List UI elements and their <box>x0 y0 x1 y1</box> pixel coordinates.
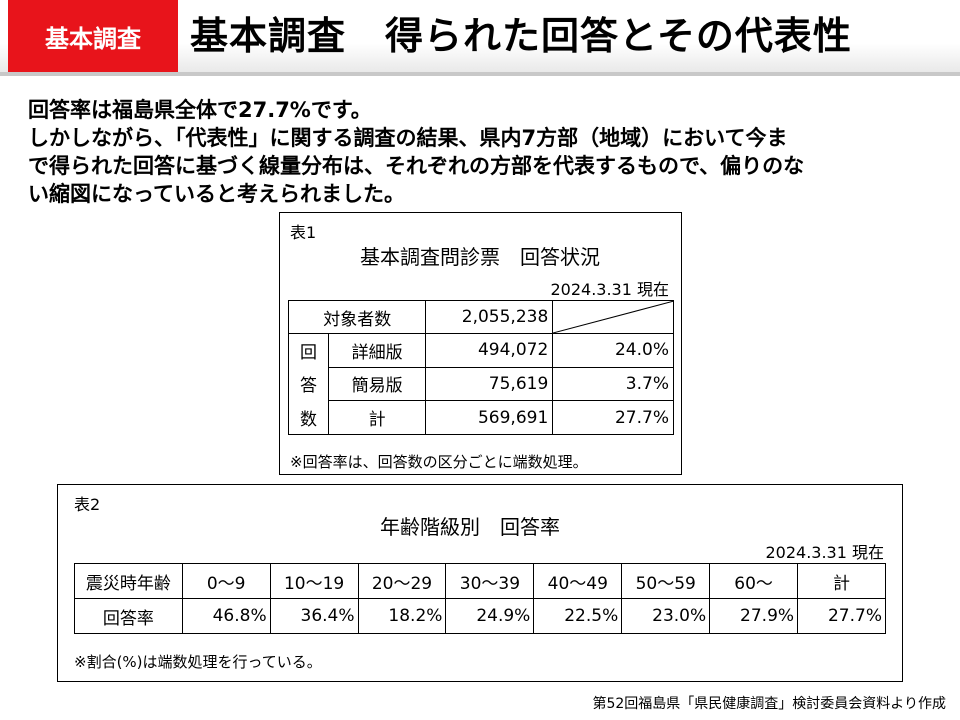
target-value: 2,055,238 <box>425 300 554 334</box>
row-rate: 3.7% <box>552 366 674 402</box>
age-cell: 0～9 <box>181 563 271 599</box>
table2-date: 2024.3.31 現在 <box>765 543 884 562</box>
table-row: 回 答 数 詳細版 494,072 24.0% <box>288 333 674 435</box>
intro-line: い縮図になっていると考えられました。 <box>28 182 405 206</box>
intro-line: しかしながら、「代表性」に関する調査の結果、県内7方部（地域）において今ま <box>28 126 788 150</box>
rate-cell: 27.7% <box>797 598 886 634</box>
row-rate: 27.7% <box>552 400 674 435</box>
rate-cell: 24.9% <box>445 598 535 634</box>
page-title: 基本調査 得られた回答とその代表性 <box>190 14 852 58</box>
row-label: 回答率 <box>74 598 183 634</box>
table-row: 回答率 46.8% 36.4% 18.2% 24.9% 22.5% 23.0% … <box>74 598 886 634</box>
table1: 対象者数 2,055,238 回 答 数 詳細版 494,072 24.0% 簡… <box>287 300 675 435</box>
group-char: 答 <box>299 376 317 397</box>
table2-note: ※割合(%)は端数処理を行っている。 <box>74 653 322 671</box>
table-row: 対象者数 2,055,238 <box>287 300 675 334</box>
table2-title: 年齢階級別 回答率 <box>380 515 560 539</box>
age-cell: 30～39 <box>445 563 535 599</box>
rate-cell: 23.0% <box>621 598 711 634</box>
row-rate: 24.0% <box>552 333 674 368</box>
header-bar: 基本調査 基本調査 得られた回答とその代表性 <box>0 0 960 76</box>
header-label: 震災時年齢 <box>74 563 183 599</box>
table1-box: 表1 基本調査問診票 回答状況 2024.3.31 現在 対象者数 2,055,… <box>279 212 682 475</box>
age-cell: 20～29 <box>357 563 447 599</box>
group-char: 回 <box>299 343 317 364</box>
table-row: 計 569,691 27.7% <box>289 400 674 435</box>
row-count: 75,619 <box>425 366 554 402</box>
section-tag: 基本調査 <box>8 0 178 72</box>
rate-cell: 36.4% <box>269 598 359 634</box>
rate-cell: 46.8% <box>181 598 271 634</box>
table1-note: ※回答率は、回答数の区分ごとに端数処理。 <box>290 453 588 471</box>
table2: 震災時年齢 0～9 10～19 20～29 30～39 40～49 50～59 … <box>74 563 886 634</box>
table1-date: 2024.3.31 現在 <box>550 280 669 299</box>
target-label: 対象者数 <box>287 300 427 334</box>
row-label: 計 <box>327 400 427 435</box>
age-cell: 10～19 <box>269 563 359 599</box>
row-label: 詳細版 <box>327 333 427 368</box>
rate-cell: 22.5% <box>533 598 623 634</box>
age-cell: 50～59 <box>621 563 711 599</box>
intro-line: で得られた回答に基づく線量分布は、それぞれの方部を代表するもので、偏りのな <box>28 154 805 178</box>
table1-label: 表1 <box>290 223 317 242</box>
row-label: 簡易版 <box>327 366 427 402</box>
rate-cell: 27.9% <box>709 598 799 634</box>
table2-box: 表2 年齢階級別 回答率 2024.3.31 現在 震災時年齢 0～9 10～1… <box>57 484 903 682</box>
source-footer: 第52回福島県「県民健康調査」検討委員会資料より作成 <box>592 696 946 712</box>
intro-line: 回答率は福島県全体で27.7%です。 <box>28 98 372 122</box>
intro-text: 回答率は福島県全体で27.7%です。 しかしながら、「代表性」に関する調査の結果… <box>28 96 948 208</box>
diagonal-line <box>553 301 675 333</box>
row-count: 494,072 <box>425 333 554 368</box>
table2-label: 表2 <box>74 495 101 514</box>
row-count: 569,691 <box>425 400 554 435</box>
table1-title: 基本調査問診票 回答状況 <box>360 245 600 269</box>
age-cell: 40～49 <box>533 563 623 599</box>
rate-cell: 18.2% <box>357 598 447 634</box>
age-cell: 60～ <box>709 563 799 599</box>
table-row: 簡易版 75,619 3.7% <box>289 366 674 402</box>
age-cell: 計 <box>797 563 886 599</box>
table-header-row: 震災時年齢 0～9 10～19 20～29 30～39 40～49 50～59 … <box>74 563 886 599</box>
group-label-cell: 回 答 数 <box>288 333 329 435</box>
group-char: 数 <box>299 409 317 430</box>
diagonal-cell <box>552 300 675 334</box>
